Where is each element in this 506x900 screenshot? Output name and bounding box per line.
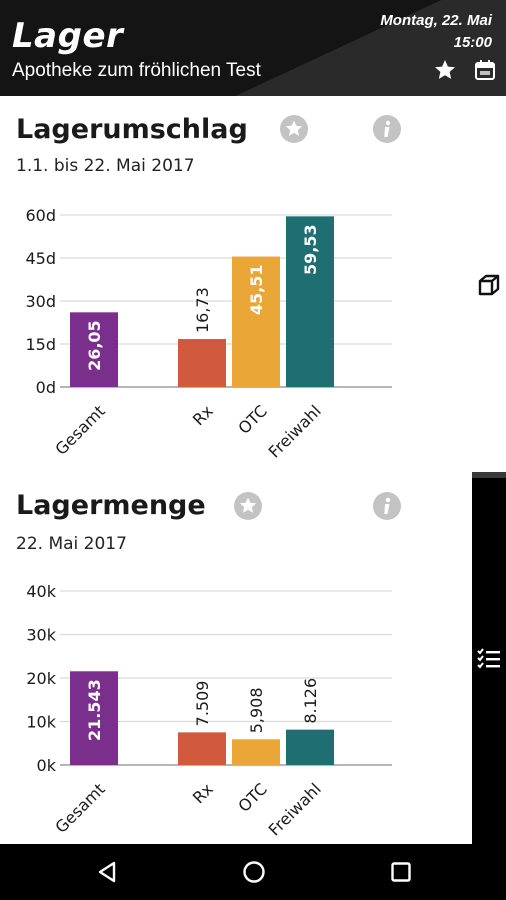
app-header: Lager Apotheke zum fröhlichen Test Monta… <box>0 0 506 96</box>
card-title: Lagermenge <box>16 490 206 521</box>
back-icon[interactable] <box>94 858 122 886</box>
value-label: 59,53 <box>301 224 320 275</box>
calendar-icon[interactable] <box>473 58 497 82</box>
value-label: 8.126 <box>301 678 320 724</box>
category-label: OTC <box>234 779 270 815</box>
bar-rx <box>178 732 226 765</box>
value-label: 7.509 <box>193 681 212 727</box>
side-rail-divider <box>472 472 506 478</box>
bar-freiwahl <box>286 729 334 765</box>
star-icon[interactable] <box>433 58 457 82</box>
home-icon[interactable] <box>240 858 268 886</box>
value-label: 26,05 <box>85 320 104 371</box>
app-title: Lager <box>12 16 124 56</box>
card-lagermenge: Lagermenge 22. Mai 2017 0k 10k 20k 30k 40k 21… <box>0 472 472 844</box>
category-label: Rx <box>189 401 217 429</box>
y-tick-label: 30d <box>25 292 56 311</box>
value-label: 5,908 <box>247 687 266 733</box>
bar-gesamt <box>70 312 118 387</box>
y-tick-label: 45d <box>25 249 56 268</box>
y-tick-label: 20k <box>26 669 56 688</box>
value-label: 45,51 <box>247 265 266 316</box>
bar-rx <box>178 339 226 387</box>
header-time: 15:00 <box>453 34 492 51</box>
recents-icon[interactable] <box>387 858 415 886</box>
star-icon[interactable] <box>280 115 308 143</box>
header-datetime: Montag, 22. Mai 15:00 <box>380 10 492 54</box>
card-subtitle: 22. Mai 2017 <box>16 534 127 554</box>
card-subtitle: 1.1. bis 22. Mai 2017 <box>16 156 195 176</box>
card-lagerumschlag: Lagerumschlag 1.1. bis 22. Mai 2017 0d 15… <box>0 96 472 472</box>
bar-gesamt <box>70 671 118 765</box>
chart-lagerumschlag: 0d 15d 30d 45d 60d 26,05 Gesamt 16,73 Rx 45,51 OTC… <box>25 206 392 462</box>
category-label: Rx <box>189 779 217 807</box>
y-tick-label: 10k <box>26 713 56 732</box>
category-label: Freiwahl <box>265 779 325 839</box>
bar-otc <box>232 739 280 765</box>
y-tick-label: 0k <box>37 756 57 775</box>
category-label: Freiwahl <box>265 401 325 461</box>
box-icon[interactable] <box>476 272 502 298</box>
app-subtitle: Apotheke zum fröhlichen Test <box>12 60 261 81</box>
y-tick-label: 60d <box>25 206 56 225</box>
chart-lagermenge: 0k 10k 20k 30k 40k 21.543 Gesamt 7.509 Rx 5,908 OT… <box>26 582 392 840</box>
category-label: Gesamt <box>51 401 108 458</box>
value-label: 21.543 <box>85 679 104 741</box>
system-nav-bar <box>0 844 506 900</box>
value-label: 16,73 <box>193 287 212 333</box>
checklist-icon[interactable] <box>476 646 502 672</box>
side-rail-top <box>472 96 506 472</box>
star-icon[interactable] <box>234 492 262 520</box>
info-icon[interactable] <box>373 492 401 520</box>
y-tick-label: 15d <box>25 335 56 354</box>
bar-freiwahl <box>286 216 334 387</box>
header-date: Montag, 22. Mai <box>380 12 492 29</box>
info-icon[interactable] <box>373 115 401 143</box>
category-label: OTC <box>234 401 270 437</box>
category-label: Gesamt <box>51 779 108 836</box>
y-tick-label: 30k <box>26 626 56 645</box>
y-tick-label: 40k <box>26 582 56 601</box>
bar-otc <box>232 256 280 387</box>
card-title: Lagerumschlag <box>16 114 248 145</box>
y-tick-label: 0d <box>36 378 56 397</box>
